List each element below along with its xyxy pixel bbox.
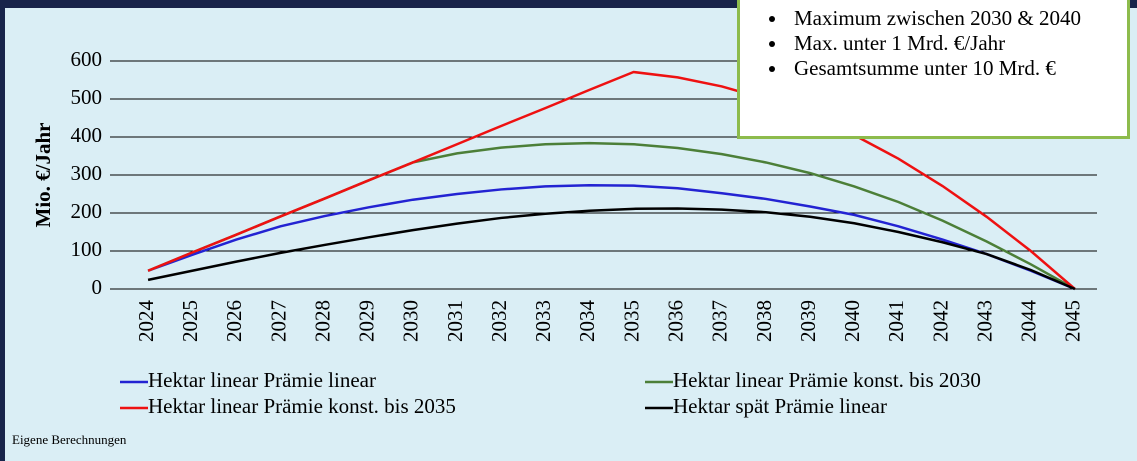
y-tick-label: 0 [92,275,103,299]
x-tick-label: 2041 [884,300,908,342]
legend-label: Hektar linear Prämie konst. bis 2030 [673,368,981,392]
x-tick-label: 2035 [619,300,643,342]
x-tick-label: 2042 [928,300,952,342]
x-tick-label: 2040 [840,300,864,342]
x-tick-label: 2030 [399,300,423,342]
x-tick-label: 2024 [134,300,158,343]
x-tick-label: 2044 [1017,300,1041,343]
x-tick-label: 2037 [708,300,732,342]
annotation-item: Maximum zwischen 2030 & 2040 [788,6,1127,31]
y-tick-label: 200 [71,199,103,223]
x-tick-label: 2027 [266,300,290,342]
source: Eigene Berechnungen [12,432,127,447]
annotation-item: Max. unter 1 Mrd. €/Jahr [788,31,1127,56]
series-line [147,141,1076,291]
x-tick-label: 2039 [796,300,820,342]
annotation-list: Maximum zwischen 2030 & 2040Max. unter 1… [740,6,1127,81]
annotation-item: Gesamtsumme unter 10 Mrd. € [788,56,1127,81]
x-tick-label: 2026 [222,300,246,342]
x-tick-label: 2036 [664,300,688,342]
x-tick-label: 2032 [487,300,511,342]
legend-label: Hektar linear Prämie linear [148,368,376,392]
x-tick-label: 2033 [531,300,555,342]
annotation-box: Maximum zwischen 2030 & 2040Max. unter 1… [737,0,1130,139]
series-line [147,184,1076,291]
y-tick-label: 300 [71,161,103,185]
x-tick-label: 2029 [355,300,379,342]
x-tick-label: 2038 [752,300,776,342]
legend-label: Hektar spät Prämie linear [673,394,887,418]
series-line [147,70,1076,290]
y-axis-label: Mio. €/Jahr [31,123,55,228]
x-tick-label: 2025 [178,300,202,342]
y-tick-label: 100 [71,237,103,261]
y-tick-label: 500 [71,85,103,109]
series-line [147,207,1076,291]
x-tick-label: 2045 [1061,300,1085,342]
x-tick-label: 2043 [972,300,996,342]
x-tick-label: 2028 [310,300,334,342]
y-tick-label: 400 [71,123,103,147]
y-tick-label: 600 [71,47,103,71]
x-tick-label: 2034 [575,300,599,343]
legend-label: Hektar linear Prämie konst. bis 2035 [148,394,456,418]
x-tick-label: 2031 [443,300,467,342]
